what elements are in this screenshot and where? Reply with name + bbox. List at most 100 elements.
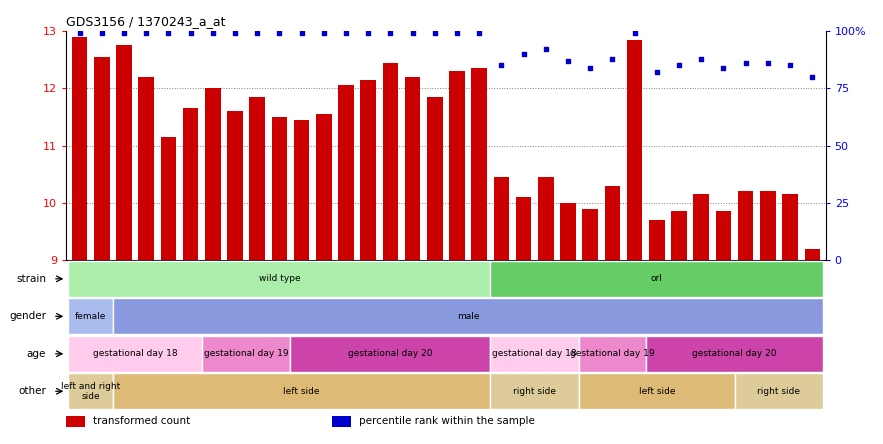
Point <box>162 30 176 37</box>
Bar <box>382 63 398 260</box>
Bar <box>139 77 154 260</box>
Bar <box>427 97 442 260</box>
Point <box>72 30 87 37</box>
Bar <box>605 186 620 260</box>
Point <box>716 64 730 71</box>
Text: other: other <box>19 386 46 396</box>
Bar <box>316 114 331 260</box>
Bar <box>490 261 823 297</box>
Bar <box>490 373 579 409</box>
Point <box>783 62 797 69</box>
Bar <box>561 203 576 260</box>
Point <box>184 30 198 37</box>
Point <box>206 30 220 37</box>
Bar <box>716 211 731 260</box>
Bar <box>69 373 113 409</box>
Text: gestational day 18: gestational day 18 <box>93 349 177 358</box>
Bar <box>494 177 509 260</box>
Bar <box>360 80 376 260</box>
Text: GDS3156 / 1370243_a_at: GDS3156 / 1370243_a_at <box>66 16 226 28</box>
Bar <box>69 298 113 334</box>
Bar <box>291 336 490 372</box>
Text: percentile rank within the sample: percentile rank within the sample <box>358 416 534 426</box>
Point <box>383 30 397 37</box>
Point <box>561 57 575 64</box>
Bar <box>94 57 109 260</box>
Point <box>405 30 419 37</box>
Text: left and right
side: left and right side <box>61 381 120 401</box>
Bar <box>579 373 735 409</box>
Point <box>539 46 553 53</box>
Point <box>761 59 775 67</box>
Bar <box>338 86 354 260</box>
Bar <box>583 209 598 260</box>
Point <box>805 73 819 80</box>
Point <box>317 30 331 37</box>
Text: gestational day 20: gestational day 20 <box>692 349 777 358</box>
Point <box>140 30 154 37</box>
Point <box>694 55 708 62</box>
Bar <box>332 416 351 427</box>
Text: left side: left side <box>283 387 320 396</box>
Point <box>339 30 353 37</box>
Bar <box>227 111 243 260</box>
Point <box>272 30 286 37</box>
Bar <box>69 336 201 372</box>
Bar <box>738 191 753 260</box>
Bar <box>693 194 709 260</box>
Bar <box>272 117 287 260</box>
Point <box>361 30 375 37</box>
Bar <box>538 177 554 260</box>
Point <box>250 30 264 37</box>
Point <box>672 62 686 69</box>
Point <box>517 51 531 58</box>
Text: gender: gender <box>9 311 46 321</box>
Text: left side: left side <box>638 387 675 396</box>
Bar <box>201 336 291 372</box>
Bar <box>117 45 132 260</box>
Point <box>606 55 620 62</box>
Bar <box>205 88 221 260</box>
Point <box>650 69 664 76</box>
Bar <box>69 261 490 297</box>
Bar <box>294 120 309 260</box>
Bar <box>627 40 643 260</box>
Point <box>228 30 242 37</box>
Bar <box>490 336 579 372</box>
Bar <box>66 416 85 427</box>
Text: age: age <box>26 349 46 359</box>
Text: gestational day 20: gestational day 20 <box>348 349 433 358</box>
Point <box>472 30 487 37</box>
Bar <box>404 77 420 260</box>
Bar <box>183 108 199 260</box>
Bar <box>579 336 645 372</box>
Bar <box>249 97 265 260</box>
Point <box>583 64 597 71</box>
Point <box>738 59 752 67</box>
Bar <box>645 336 823 372</box>
Point <box>295 30 309 37</box>
Point <box>450 30 464 37</box>
Bar <box>760 191 775 260</box>
Bar <box>472 68 487 260</box>
Bar <box>516 197 532 260</box>
Text: right side: right side <box>513 387 556 396</box>
Bar <box>671 211 687 260</box>
Point <box>628 30 642 37</box>
Point <box>94 30 109 37</box>
Text: wild type: wild type <box>259 274 300 283</box>
Text: right side: right side <box>758 387 801 396</box>
Text: gestational day 19: gestational day 19 <box>204 349 289 358</box>
Point <box>117 30 131 37</box>
Bar <box>735 373 823 409</box>
Bar <box>113 373 490 409</box>
Text: transformed count: transformed count <box>93 416 190 426</box>
Bar <box>72 37 87 260</box>
Bar <box>804 249 820 260</box>
Text: gestational day 18: gestational day 18 <box>493 349 577 358</box>
Text: female: female <box>75 312 106 321</box>
Text: male: male <box>457 312 479 321</box>
Text: gestational day 19: gestational day 19 <box>570 349 655 358</box>
Point <box>427 30 442 37</box>
Bar <box>782 194 798 260</box>
